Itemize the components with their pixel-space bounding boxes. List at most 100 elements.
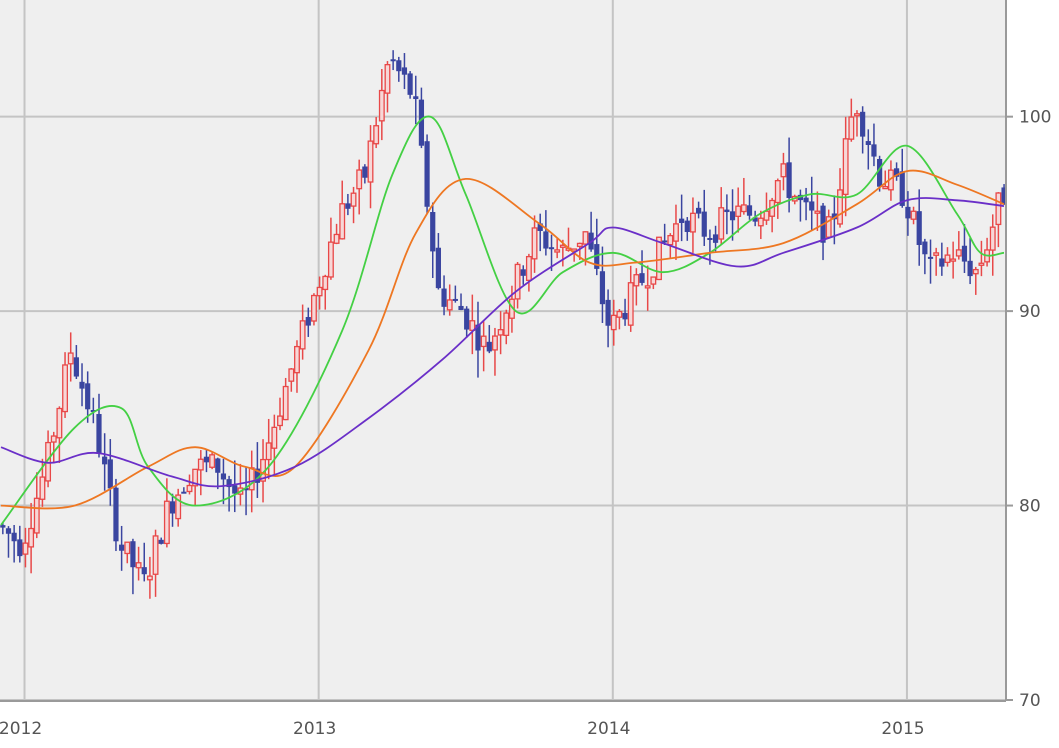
candle [746, 195, 753, 220]
candle-body-up [854, 113, 860, 117]
moving-average-lines [0, 115, 1005, 526]
candle-body-down [520, 269, 526, 276]
candle-body-down [458, 305, 464, 311]
candle-body-down [605, 299, 611, 326]
candle [860, 106, 866, 154]
candle-body-down [967, 260, 973, 277]
candle [458, 293, 464, 311]
candle [882, 170, 889, 190]
candle [809, 176, 815, 231]
candle [277, 397, 283, 431]
candle-body-down [899, 171, 905, 206]
candle-body-up [271, 426, 278, 449]
candle-body-down [877, 158, 883, 187]
candle [141, 542, 147, 582]
candle-body-up [995, 192, 1002, 226]
candle [152, 529, 159, 597]
candle [73, 345, 79, 379]
candle-body-down [226, 479, 232, 488]
candle [288, 368, 295, 392]
candle [85, 371, 91, 423]
candle [910, 206, 917, 225]
moving-average-short [0, 115, 1005, 526]
candle-body-down [712, 234, 719, 243]
candle-body-up [882, 185, 889, 190]
candle [33, 472, 40, 539]
candle [757, 210, 764, 240]
candle [922, 238, 928, 275]
candle [435, 233, 441, 290]
candle [17, 525, 23, 563]
candle-body-up [667, 234, 674, 246]
candle [537, 213, 543, 252]
candle-body-down [939, 258, 945, 267]
candle [633, 268, 640, 306]
candle [62, 352, 69, 418]
candle [322, 274, 329, 310]
candle-body-up [627, 282, 634, 326]
candle [390, 50, 396, 71]
candle [203, 449, 210, 473]
candle [339, 180, 346, 240]
candle-body-up [373, 125, 380, 145]
candle [220, 458, 227, 505]
candle [345, 193, 351, 216]
candle [486, 325, 492, 354]
candle [610, 299, 617, 346]
candle [475, 301, 481, 378]
candle-body-up [650, 276, 657, 285]
candle [226, 475, 232, 512]
candle-body-up [780, 163, 787, 178]
candle-body-up [50, 435, 57, 443]
candle [955, 231, 962, 260]
candle-body-down [396, 60, 402, 72]
candle-body-down [679, 218, 685, 223]
candle [396, 56, 402, 82]
candle-body-down [922, 241, 928, 255]
candle-body-down [79, 381, 85, 389]
candle [294, 340, 300, 393]
candle-body-up [633, 274, 640, 287]
candle [712, 225, 719, 252]
candle [695, 201, 702, 219]
candle-body-up [989, 226, 996, 251]
candle [950, 241, 957, 279]
candle [865, 129, 871, 170]
candle-body-up [978, 262, 985, 266]
candle [927, 239, 934, 284]
candle [780, 152, 787, 191]
candle [893, 162, 900, 181]
candle-body-up [610, 314, 617, 331]
candle-body-down [169, 501, 176, 514]
moving-average-mid [0, 169, 1005, 510]
candle [729, 189, 736, 241]
candle [413, 75, 419, 125]
candle-body-up [67, 352, 74, 365]
candle-body-down [961, 245, 968, 262]
candle [446, 284, 453, 316]
candle [282, 377, 289, 421]
candle [554, 238, 561, 259]
candle [5, 526, 12, 558]
candle [90, 397, 96, 424]
candle [905, 191, 911, 236]
candle-body-up [718, 207, 725, 240]
candle [520, 265, 526, 285]
candle-body-up [378, 89, 385, 122]
candle [933, 247, 940, 276]
candle-body-up [367, 140, 374, 183]
candle-body-up [33, 497, 40, 534]
candle-body-down [243, 488, 249, 491]
candle-body-down [96, 414, 102, 454]
candle-body-up [316, 286, 323, 297]
candle [350, 186, 357, 224]
candle [441, 275, 447, 316]
candle [684, 217, 690, 241]
candle-body-up [837, 189, 843, 225]
candle [169, 493, 176, 527]
candle-body-up [209, 454, 216, 468]
candle [186, 474, 193, 495]
